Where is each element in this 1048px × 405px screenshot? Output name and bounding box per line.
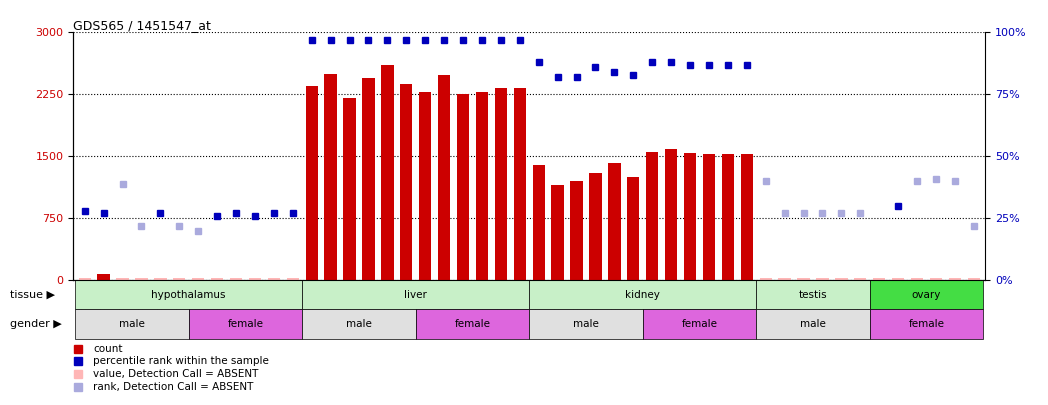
Text: kidney: kidney [626,290,660,300]
Bar [135,278,148,280]
Bar [570,181,583,280]
Bar [495,88,507,280]
Bar [211,278,223,280]
Bar [75,280,302,309]
Bar [267,278,280,280]
Bar [722,154,734,280]
Bar [854,278,867,280]
Bar [476,92,488,280]
Bar [363,78,374,280]
Bar [757,309,870,339]
Bar [870,280,983,309]
Bar [873,278,886,280]
Bar [835,278,848,280]
Text: GDS565 / 1451547_at: GDS565 / 1451547_at [73,19,212,32]
Text: liver: liver [405,290,428,300]
Bar [930,278,942,280]
Bar [97,275,110,280]
Bar [892,278,904,280]
Bar [79,278,91,280]
Bar [344,98,355,280]
Text: male: male [800,319,826,329]
Bar [302,309,416,339]
Bar [457,94,470,280]
Text: male: male [346,319,372,329]
Text: testis: testis [799,290,827,300]
Bar [400,83,413,280]
Bar [116,278,129,280]
Bar [665,149,677,280]
Text: female: female [681,319,718,329]
Bar [419,92,432,280]
Bar [608,163,620,280]
Text: female: female [227,319,263,329]
Bar [302,280,529,309]
Bar [741,154,752,280]
Bar [703,154,715,280]
Bar [967,278,980,280]
Bar [684,153,696,280]
Text: male: male [119,319,145,329]
Bar [779,278,791,280]
Bar [75,309,189,339]
Text: female: female [455,319,490,329]
Bar [816,278,829,280]
Bar [514,88,526,280]
Bar [529,309,642,339]
Bar [248,278,261,280]
Text: hypothalamus: hypothalamus [152,290,226,300]
Text: count: count [93,343,123,354]
Text: tissue ▶: tissue ▶ [9,290,54,300]
Bar [381,66,393,280]
Text: percentile rank within the sample: percentile rank within the sample [93,356,269,367]
Bar [627,177,639,280]
Bar [532,164,545,280]
Bar [438,75,451,280]
Bar [911,278,923,280]
Bar [230,278,242,280]
Bar [646,152,658,280]
Bar [325,74,336,280]
Text: male: male [573,319,598,329]
Text: female: female [909,319,944,329]
Bar [189,309,302,339]
Text: value, Detection Call = ABSENT: value, Detection Call = ABSENT [93,369,259,379]
Bar [757,280,870,309]
Bar [192,278,204,280]
Bar [551,185,564,280]
Bar [589,173,602,280]
Bar [287,278,299,280]
Bar [870,309,983,339]
Text: rank, Detection Call = ABSENT: rank, Detection Call = ABSENT [93,382,254,392]
Bar [416,309,529,339]
Text: ovary: ovary [912,290,941,300]
Bar [642,309,757,339]
Bar [798,278,810,280]
Text: gender ▶: gender ▶ [9,319,61,329]
Bar [306,86,318,280]
Bar [760,278,771,280]
Bar [529,280,757,309]
Bar [154,278,167,280]
Bar [173,278,185,280]
Bar [948,278,961,280]
